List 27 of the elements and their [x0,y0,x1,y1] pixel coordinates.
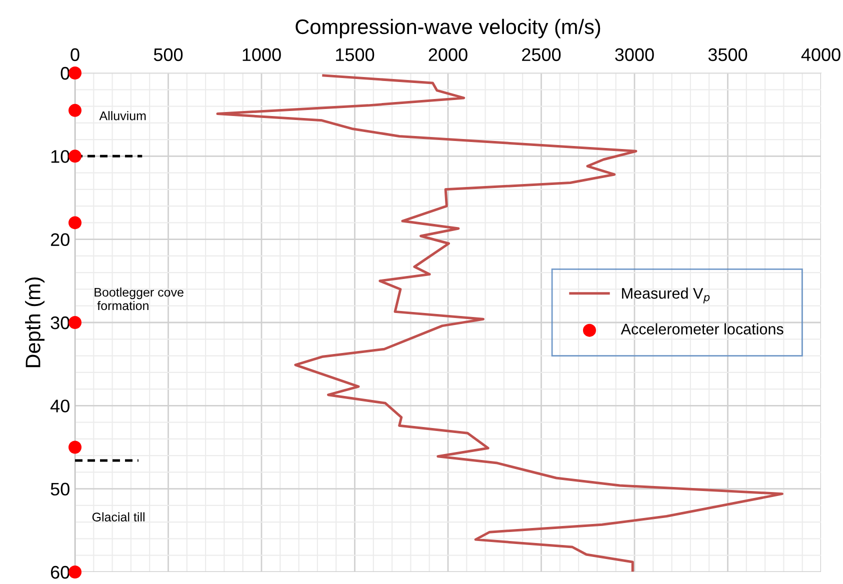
legend-label: Accelerometer locations [620,323,784,334]
x-tick-label: 2500 [522,48,561,62]
y-tick-label: 50 [50,482,70,496]
y-tick-label: 40 [50,400,70,412]
x-tick-label: 3000 [615,48,654,62]
legend-label: Measured V$_{p}$ [622,288,710,304]
annotation: Alluvium [99,111,146,120]
x-tick-label: 1000 [242,48,281,62]
point [68,440,82,454]
point [68,104,82,117]
y-axis-title: Depth (m) [25,277,44,368]
x-tick-label: 1500 [336,48,374,62]
x-tick-label: 3500 [708,48,748,62]
x-tick-label: 4000 [801,48,840,62]
y-tick-label: 30 [50,316,70,330]
y-tick-label: 60 [50,566,70,579]
y-tick-label: 10 [51,150,70,163]
annotation: Glacial till [92,512,144,522]
y-tick-label: 0 [60,66,70,80]
x-tick-label: 500 [154,48,183,62]
point [68,216,82,230]
x-tick-label: 2000 [428,48,468,62]
y-tick-label: 20 [50,233,70,246]
x-tick-label: 0 [70,48,80,62]
annotation: Bootlegger cove formation [94,287,184,310]
x-axis-title: Compression-wave velocity (m/s) [296,18,600,38]
line-series [216,74,784,572]
